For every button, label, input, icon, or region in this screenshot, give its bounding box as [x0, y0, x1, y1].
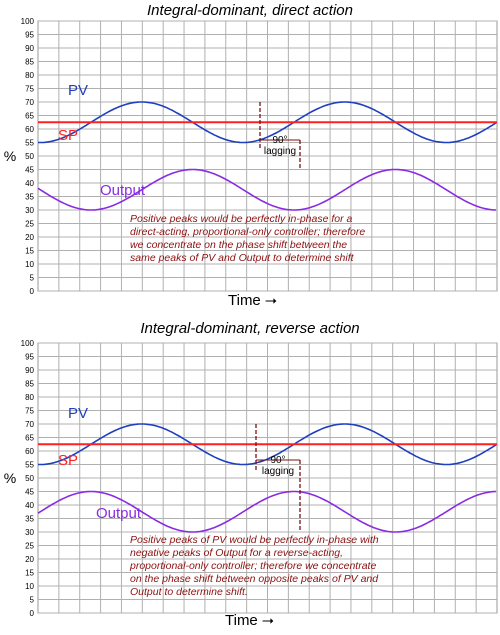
y-tick-label: 80 — [25, 393, 34, 402]
y-tick-label: 60 — [25, 447, 34, 456]
y-tick-label: 20 — [25, 555, 34, 564]
y-tick-label: 35 — [25, 515, 34, 524]
y-tick-label: 10 — [25, 260, 34, 269]
y-tick-label: 90 — [25, 44, 34, 53]
chart-reverse-action: 0 5 10 15 20 25 30 35 40 45 50 55 60 65 70 75 80 85 90 95 10… — [4, 339, 498, 618]
y-tick-label: 50 — [25, 474, 34, 483]
y-tick-label: 85 — [25, 380, 34, 389]
y-tick-label: 75 — [25, 85, 34, 94]
series-label-sp: SP — [58, 127, 78, 144]
annotation-line: on the phase shift between opposite peak… — [130, 573, 379, 585]
y-tick-label: 100 — [21, 339, 35, 348]
y-tick-label: 40 — [25, 179, 34, 188]
x-axis-label-reverse: Time ⭢ — [225, 612, 274, 629]
y-tick-label: 70 — [25, 98, 34, 107]
y-tick-label: 65 — [25, 112, 34, 121]
chart-title-reverse: Integral-dominant, reverse action — [140, 320, 360, 337]
y-tick-label: 65 — [25, 434, 34, 443]
series-label-sp: SP — [58, 452, 78, 469]
y-tick-label: 40 — [25, 501, 34, 510]
y-tick-label: 0 — [30, 287, 35, 296]
phase-label-degrees: 90° — [272, 135, 287, 146]
time-arrow-icon: ⭢ — [264, 292, 277, 309]
phase-label-lagging: lagging — [264, 146, 296, 157]
series-line-output — [37, 490, 497, 533]
series-label-pv: PV — [68, 82, 88, 99]
y-tick-label: 15 — [25, 569, 34, 578]
y-tick-label: 80 — [25, 71, 34, 80]
y-tick-label: 75 — [25, 407, 34, 416]
annotation-line: Output to determine shift. — [130, 586, 248, 598]
annotation-line: proportional-only controller; therefore … — [129, 560, 376, 572]
series-line-pv — [38, 423, 497, 466]
y-tick-label: 100 — [21, 17, 35, 26]
y-tick-label: 95 — [25, 353, 34, 362]
y-tick-label: 95 — [25, 31, 34, 40]
y-tick-label: 35 — [25, 193, 34, 202]
y-tick-label: 5 — [30, 596, 35, 605]
phase-label-lagging: lagging — [262, 466, 294, 477]
series-label-pv: PV — [68, 405, 88, 422]
y-tick-label: 45 — [25, 488, 34, 497]
annotation-line: we concentrate on the phase shift betwee… — [130, 239, 347, 251]
chart-direct-action: 0 5 10 15 20 25 30 35 40 45 50 55 60 65 70 75 80 85 90 95 10… — [4, 17, 498, 296]
y-tick-label: 15 — [25, 247, 34, 256]
y-tick-label: 20 — [25, 233, 34, 242]
y-tick-label: 60 — [25, 125, 34, 134]
y-axis-label: % — [4, 148, 16, 164]
series-line-pv — [38, 101, 497, 144]
y-tick-label: 0 — [30, 609, 35, 618]
y-tick-label: 25 — [25, 220, 34, 229]
y-tick-label: 30 — [25, 528, 34, 537]
phase-label-degrees: 90° — [270, 455, 285, 466]
y-tick-label: 5 — [30, 274, 35, 283]
y-tick-label: 45 — [25, 166, 34, 175]
y-tick-label: 85 — [25, 58, 34, 67]
annotation-line: same peaks of PV and Output to determine… — [130, 252, 355, 264]
y-tick-label: 55 — [25, 139, 34, 148]
time-arrow-icon: ⭢ — [261, 612, 274, 629]
annotation-line: direct-acting, proportional-only control… — [130, 226, 365, 238]
annotation-line: Positive peaks would be perfectly in-pha… — [130, 213, 353, 225]
y-tick-label: 10 — [25, 582, 34, 591]
y-axis-label: % — [4, 470, 16, 486]
y-tick-label: 90 — [25, 366, 34, 375]
y-tick-label: 50 — [25, 152, 34, 161]
series-line-output — [37, 168, 497, 211]
annotation-line: negative peaks of Output for a reverse-a… — [130, 547, 343, 559]
y-tick-label: 55 — [25, 461, 34, 470]
x-axis-label-direct: Time ⭢ — [228, 292, 277, 309]
series-label-output: Output — [96, 505, 142, 522]
chart-title-direct: Integral-dominant, direct action — [147, 2, 353, 19]
y-tick-label: 25 — [25, 542, 34, 551]
y-tick-label: 70 — [25, 420, 34, 429]
annotation-line: Positive peaks of PV would be perfectly … — [130, 534, 379, 546]
y-tick-label: 30 — [25, 206, 34, 215]
series-label-output: Output — [100, 182, 146, 199]
